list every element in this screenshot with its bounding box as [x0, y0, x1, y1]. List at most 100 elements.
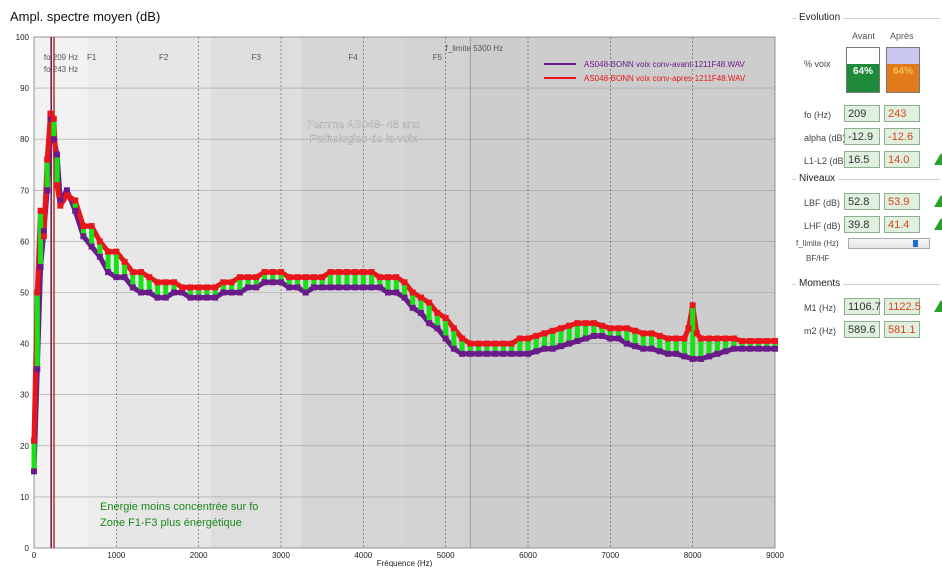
series-point: [722, 348, 729, 355]
x-tick-label: 0: [32, 551, 37, 560]
series-point: [500, 350, 507, 357]
series-point: [697, 335, 704, 342]
series-point: [607, 325, 614, 332]
series-point: [722, 335, 729, 342]
bf-hf-label: BF/HF: [806, 254, 830, 263]
annotation-text: Femme AS048- 48 ans: [307, 119, 420, 131]
series-point: [467, 350, 474, 357]
niveaux-title: Niveaux: [796, 173, 839, 184]
series-point: [689, 355, 696, 362]
x-tick-label: 2000: [190, 551, 208, 560]
series-point: [533, 332, 540, 339]
slider-thumb[interactable]: [913, 240, 918, 247]
series-point: [236, 274, 243, 281]
series-point: [549, 327, 556, 334]
series-point: [294, 274, 301, 281]
series-point: [640, 345, 647, 352]
series-point: [714, 350, 721, 357]
evo-row-after: 243: [884, 105, 920, 122]
series-point: [220, 289, 227, 296]
series-point: [483, 340, 490, 347]
series-point: [302, 289, 309, 296]
y-tick-label: 60: [20, 237, 29, 246]
evo-row-after: 14.0: [884, 151, 920, 168]
moments-group: Moments M1 (Hz) 1106.7 1122.5 m2 (Hz) 58…: [792, 278, 942, 355]
voice-after-fill: [887, 63, 919, 92]
series-point: [179, 284, 186, 291]
x-tick-label: 1000: [107, 551, 125, 560]
series-point: [113, 274, 120, 281]
series-point: [623, 325, 630, 332]
series-point: [566, 340, 573, 347]
evolution-group: Evolution Avant Après % voix 64% 64% fo …: [792, 12, 942, 177]
zone-label: F5: [433, 53, 443, 62]
moments-title: Moments: [796, 278, 844, 289]
series-point: [525, 350, 531, 357]
annotation-text: Zone F1-F3 plus énergétique: [100, 517, 242, 529]
niveaux-row-label: LHF (dB): [804, 221, 841, 231]
zone-label: F1: [87, 53, 97, 62]
series-point: [343, 284, 350, 291]
moments-row-after: 581.1: [884, 321, 920, 338]
series-point: [154, 294, 161, 301]
series-point: [72, 207, 79, 214]
series-point: [352, 269, 359, 276]
series-point: [566, 322, 573, 329]
series-point: [508, 340, 515, 347]
series-point: [739, 338, 746, 345]
series-point: [582, 320, 589, 327]
series-point: [673, 350, 680, 357]
series-point: [772, 345, 778, 352]
series-point: [685, 325, 692, 332]
chart-title: Ampl. spectre moyen (dB): [10, 9, 161, 24]
zone-label: F4: [348, 53, 358, 62]
series-point: [327, 269, 334, 276]
series-point: [467, 340, 474, 347]
series-point: [739, 345, 746, 352]
series-point: [96, 238, 103, 245]
series-point: [162, 279, 169, 286]
series-point: [335, 269, 342, 276]
series-point: [533, 348, 540, 355]
series-point: [88, 243, 95, 250]
evo-row-label: L1-L2 (dB): [804, 156, 847, 166]
y-tick-label: 70: [20, 186, 29, 195]
series-point: [278, 269, 284, 276]
series-point: [63, 192, 70, 199]
series-point: [310, 274, 317, 281]
series-point: [697, 355, 704, 362]
series-point: [113, 248, 120, 255]
f-limite-slider[interactable]: [848, 238, 930, 249]
niveaux-row-before: 52.8: [844, 193, 880, 210]
series-point: [763, 345, 770, 352]
series-point: [747, 338, 754, 345]
series-point: [401, 294, 408, 301]
series-point: [146, 289, 153, 296]
series-point: [656, 348, 663, 355]
series-point: [442, 315, 449, 322]
series-point: [253, 284, 260, 291]
series-point: [121, 258, 128, 265]
series-point: [54, 182, 61, 189]
series-point: [656, 332, 663, 339]
series-point: [393, 274, 400, 281]
series-point: [459, 335, 466, 342]
series-point: [689, 302, 696, 309]
x-tick-label: 5000: [437, 551, 455, 560]
series-point: [352, 284, 359, 291]
series-point: [409, 304, 416, 311]
series-point: [50, 136, 57, 143]
series-point: [623, 340, 630, 347]
series-point: [516, 335, 523, 342]
x-tick-label: 6000: [519, 551, 537, 560]
series-point: [187, 294, 194, 301]
series-point: [541, 345, 548, 352]
series-point: [525, 335, 531, 342]
evo-row-before: 209: [844, 105, 880, 122]
series-point: [170, 289, 177, 296]
series-point: [755, 345, 762, 352]
series-point: [37, 263, 44, 270]
series-point: [632, 327, 639, 334]
series-point: [450, 345, 457, 352]
niveaux-group: Niveaux LBF (dB) 52.8 53.9 LHF (dB) 39.8…: [792, 173, 942, 280]
